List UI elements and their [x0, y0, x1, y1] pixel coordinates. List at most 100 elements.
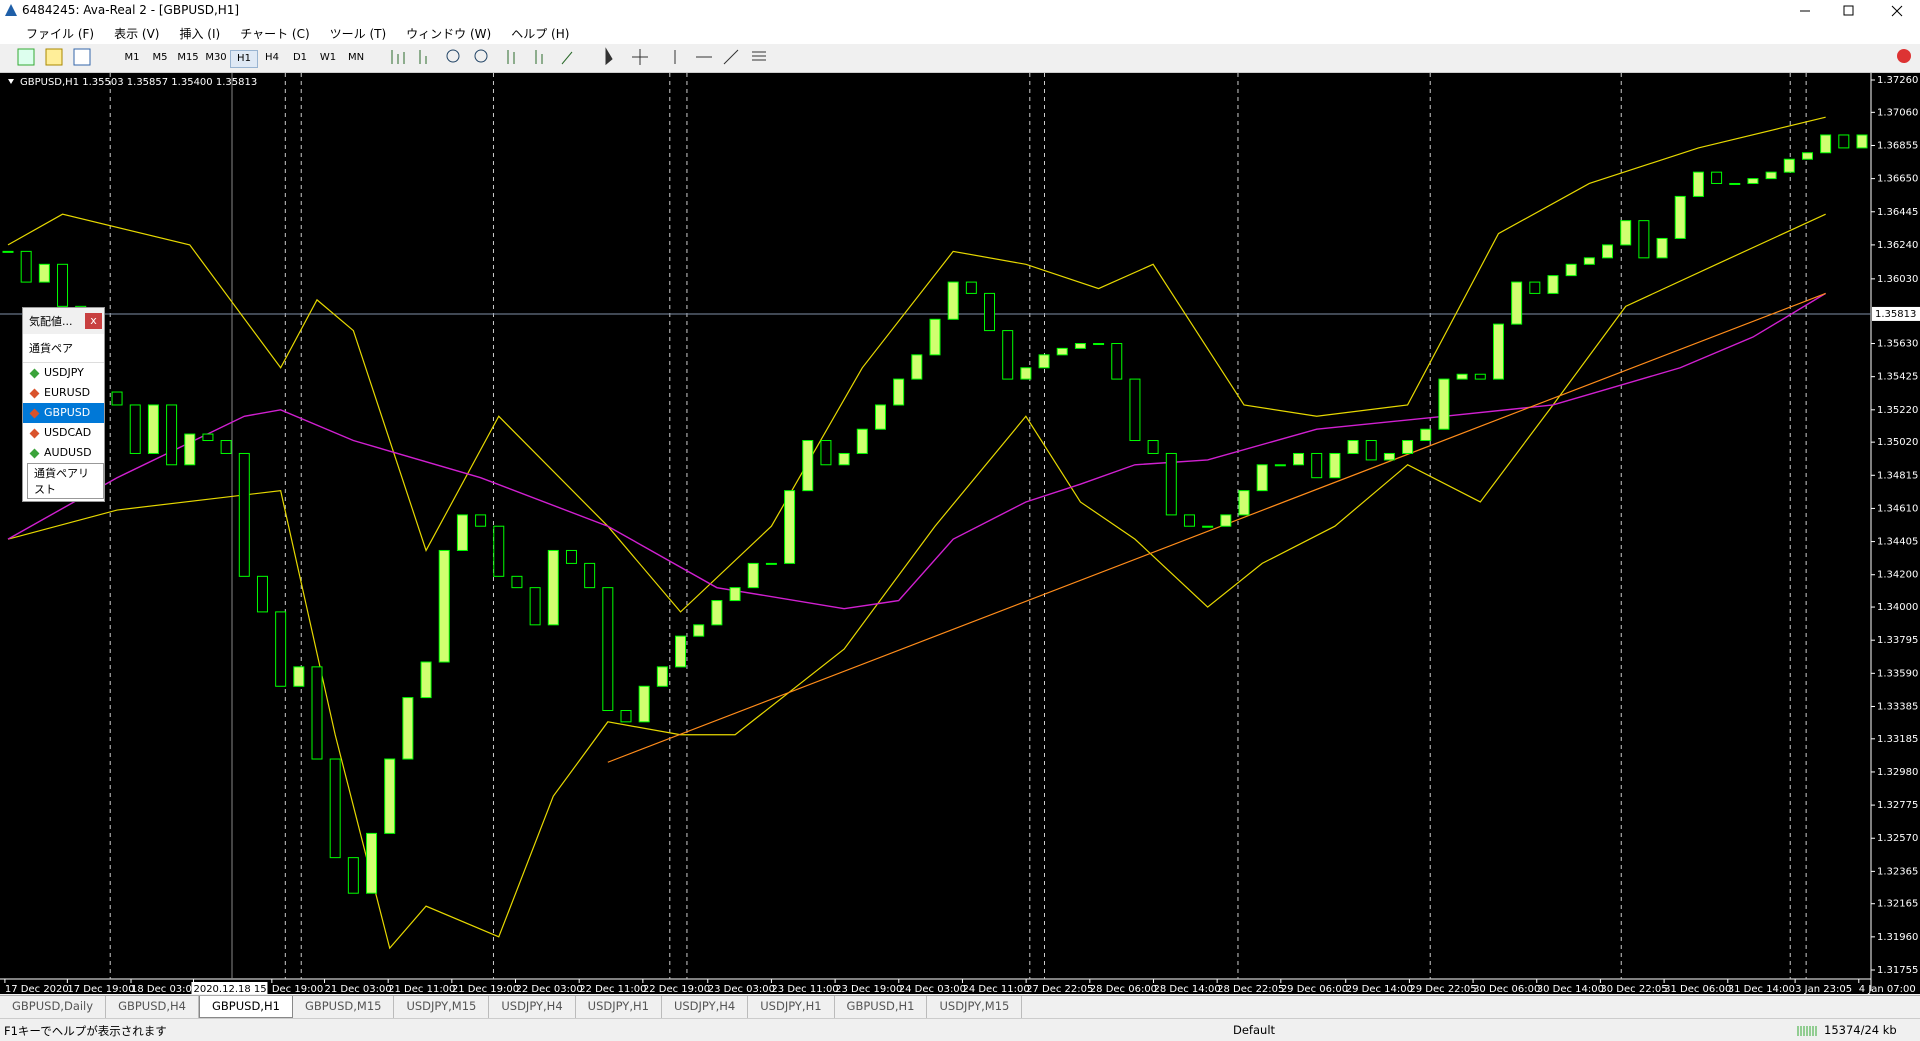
- chart-tab[interactable]: GBPUSD,H1: [199, 996, 293, 1018]
- connection-icon: [1797, 1026, 1817, 1036]
- symbol-row[interactable]: USDCAD: [23, 423, 104, 443]
- timeframe-button[interactable]: W1: [319, 52, 337, 63]
- symbol-row[interactable]: EURUSD: [23, 383, 104, 403]
- y-tick-label: 1.32165: [1877, 899, 1918, 910]
- status-traffic: 15374/24 kb: [1824, 1023, 1897, 1037]
- menu-item[interactable]: 挿入 (I): [179, 26, 221, 41]
- candle: [1220, 514, 1232, 527]
- y-tick-label: 1.35020: [1877, 437, 1918, 448]
- candle: [1002, 330, 1014, 380]
- candle: [911, 354, 923, 380]
- symbol-name: AUDUSD: [44, 446, 92, 459]
- timeframe-button[interactable]: H1: [230, 50, 258, 68]
- menu-item[interactable]: ヘルプ (H): [511, 26, 570, 41]
- x-tick-label: Dec 19:00: [272, 984, 323, 994]
- candle: [1238, 490, 1250, 516]
- x-tick-label: 4 Jan 07:00: [1859, 984, 1916, 994]
- timeframe-button[interactable]: H4: [265, 52, 279, 63]
- candle: [584, 562, 596, 589]
- candle: [166, 404, 178, 466]
- candle: [38, 263, 50, 283]
- chart-tab[interactable]: USDJPY,H4: [489, 996, 576, 1018]
- candle: [838, 452, 850, 466]
- timeframe-button[interactable]: D1: [292, 52, 308, 63]
- candle: [1583, 257, 1595, 265]
- candle: [1729, 182, 1741, 185]
- moving-average: [7, 292, 1827, 610]
- candle: [438, 549, 450, 663]
- status-help: F1キーでヘルプが表示されます: [4, 1024, 167, 1038]
- y-tick-label: 1.31960: [1877, 932, 1918, 943]
- market-watch-tab[interactable]: 通貨ペアリスト: [27, 463, 104, 499]
- timeframe-button[interactable]: M1: [124, 52, 140, 63]
- y-tick-label: 1.37260: [1877, 75, 1918, 86]
- chart-tab[interactable]: GBPUSD,Daily: [0, 996, 107, 1018]
- x-tick-label: 31 Dec 06:00: [1664, 984, 1731, 994]
- candle: [1383, 452, 1395, 461]
- candle: [420, 661, 432, 699]
- close-button[interactable]: x: [85, 313, 102, 329]
- timeframe-button[interactable]: M15: [177, 52, 199, 63]
- chart-tab[interactable]: GBPUSD,H1: [835, 996, 928, 1018]
- candle: [1711, 171, 1723, 184]
- app-icon: [5, 4, 17, 16]
- x-tick-label: 2020.12.18 15:00: [193, 984, 282, 994]
- chart-tab[interactable]: USDJPY,H4: [662, 996, 749, 1018]
- symbol-row[interactable]: GBPUSD: [23, 403, 104, 423]
- x-tick-label: 21 Dec 11:00: [388, 984, 455, 994]
- x-tick-label: 17 Dec 2020: [5, 984, 69, 994]
- candle: [475, 514, 487, 527]
- x-tick-label: 23 Dec 03:00: [708, 984, 775, 994]
- candle: [1293, 452, 1305, 466]
- symbol-icon: [29, 448, 40, 458]
- chart-tab[interactable]: USDJPY,M15: [927, 996, 1023, 1018]
- timeframe-button[interactable]: M30: [205, 52, 227, 63]
- candle: [1820, 134, 1832, 154]
- timeframe-button[interactable]: M5: [152, 52, 168, 63]
- candle: [1656, 237, 1668, 259]
- lower-band: [7, 213, 1826, 950]
- symbol-name: USDCAD: [44, 426, 92, 439]
- candle: [784, 490, 796, 564]
- candle: [111, 391, 123, 406]
- x-tick-label: 21 Dec 19:00: [452, 984, 519, 994]
- candle: [765, 562, 777, 565]
- menu-item[interactable]: ウィンドウ (W): [406, 26, 492, 41]
- x-tick-label: 30 Dec 06:00: [1473, 984, 1540, 994]
- y-tick-label: 1.32980: [1877, 767, 1918, 778]
- symbol-row[interactable]: USDJPY: [23, 363, 104, 383]
- x-tick-label: 23 Dec 11:00: [771, 984, 838, 994]
- candle: [1093, 343, 1105, 346]
- candle: [147, 404, 159, 454]
- x-tick-label: 24 Dec 11:00: [962, 984, 1029, 994]
- candle: [802, 440, 814, 492]
- candle: [1565, 263, 1577, 277]
- menu-item[interactable]: チャート (C): [240, 26, 310, 41]
- candle: [711, 600, 723, 626]
- symbol-row[interactable]: AUDUSD: [23, 443, 104, 463]
- candle: [1620, 220, 1632, 246]
- x-tick-label: 31 Dec 14:00: [1728, 984, 1795, 994]
- chart-tab[interactable]: USDJPY,H1: [576, 996, 662, 1018]
- menu-item[interactable]: ファイル (F): [26, 26, 95, 41]
- chart-tab[interactable]: USDJPY,M15: [394, 996, 490, 1018]
- chart-tab[interactable]: GBPUSD,H4: [106, 996, 199, 1018]
- candle: [1111, 343, 1123, 380]
- symbol-name: USDJPY: [44, 366, 84, 379]
- menu-item[interactable]: ツール (T): [329, 26, 387, 41]
- candle: [1547, 275, 1559, 294]
- y-tick-label: 1.36445: [1877, 207, 1918, 218]
- y-tick-label: 1.33590: [1877, 668, 1918, 679]
- candle: [1856, 134, 1868, 149]
- menu-item[interactable]: 表示 (V): [114, 26, 160, 41]
- market-watch[interactable]: 気配値... x 通貨ペア USDJPY EURUSD GBPUSD USDCAD AU…: [22, 307, 105, 502]
- window-controls[interactable]: [1780, 0, 1920, 22]
- chart-tab[interactable]: USDJPY,H1: [748, 996, 835, 1018]
- x-tick-label: 28 Dec 14:00: [1153, 984, 1220, 994]
- toolbar-icons[interactable]: [0, 44, 1920, 72]
- timeframe-button[interactable]: MN: [347, 52, 365, 63]
- market-watch-header: 気配値... x: [23, 308, 104, 334]
- x-tick-label: 22 Dec 19:00: [643, 984, 710, 994]
- chart-tab[interactable]: GBPUSD,M15: [293, 996, 395, 1018]
- candle: [384, 758, 396, 834]
